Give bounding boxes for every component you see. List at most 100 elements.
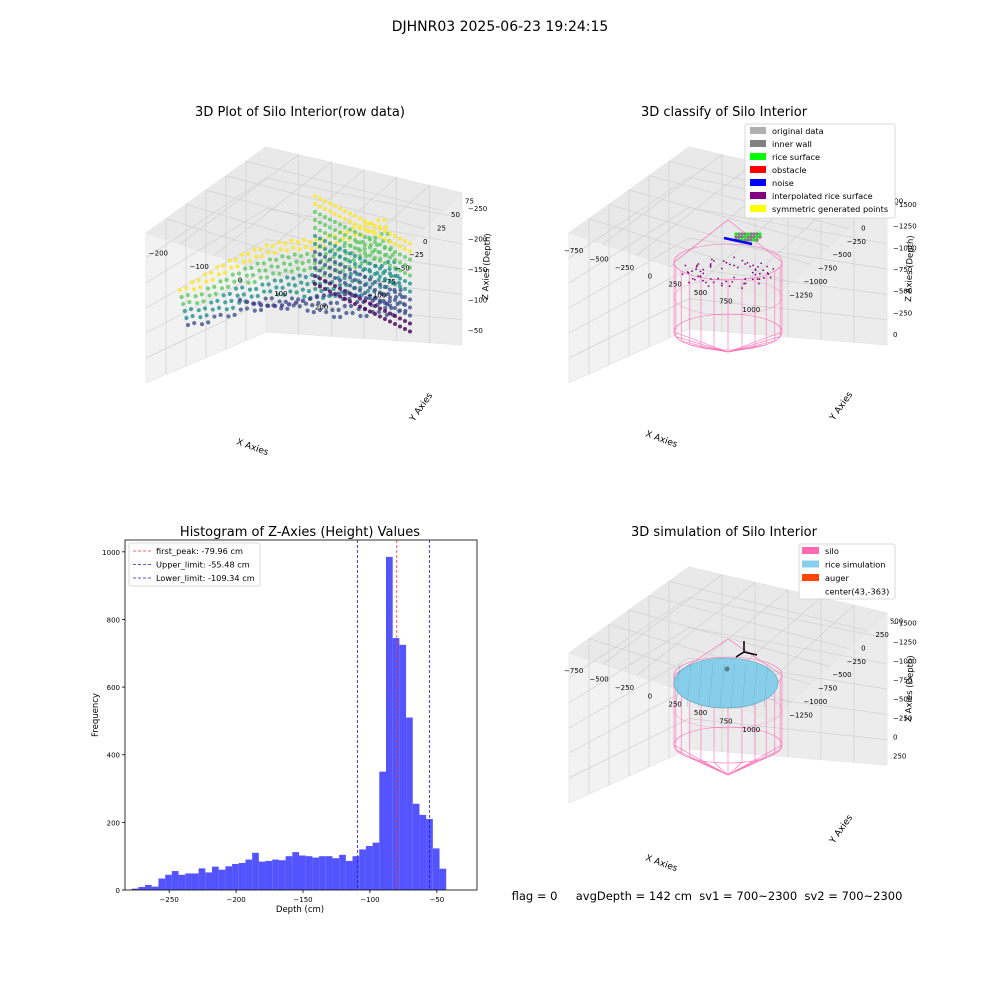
raw-data-point — [378, 258, 382, 263]
histogram-x-tick: −100 — [360, 896, 379, 904]
raw-data-point — [312, 260, 318, 266]
raw-data-point — [408, 313, 412, 318]
raw-data-point — [243, 266, 248, 271]
raw-data-point — [313, 274, 317, 278]
raw-data-point — [264, 275, 270, 280]
raw-data-point — [408, 305, 412, 310]
interpolated-surface-point — [772, 267, 775, 270]
raw-data-point — [268, 289, 273, 294]
raw-3d-grid-line — [145, 300, 463, 359]
interpolated-surface-point — [733, 264, 736, 267]
raw-data-point — [289, 238, 294, 243]
interpolated-surface-point — [709, 263, 712, 265]
histogram-bar — [191, 873, 199, 890]
histogram-title: Histogram of Z-Axies (Height) Values — [180, 525, 420, 540]
raw-data-point — [313, 242, 317, 246]
raw-data-point — [277, 271, 282, 276]
classify-3d-z-tick: −500 — [893, 288, 912, 296]
raw-data-point — [373, 235, 378, 241]
raw-data-point — [246, 280, 251, 285]
raw-data-point — [358, 304, 362, 309]
raw-data-point — [305, 282, 310, 287]
raw-data-point — [398, 324, 402, 329]
raw-data-point — [323, 263, 327, 267]
raw-data-point — [302, 294, 307, 299]
figure-suptitle: DJHNR03 2025-06-23 19:24:15 — [392, 19, 609, 35]
raw-data-point — [393, 298, 397, 302]
simulation-3d-y-tick: −1000 — [804, 698, 828, 706]
rice-mesh-line — [675, 663, 681, 708]
raw-data-point — [393, 242, 397, 246]
raw-data-point — [333, 244, 337, 248]
simulation-3d-z-tick: 250 — [893, 753, 906, 761]
raw-data-point — [408, 249, 412, 254]
raw-data-point — [318, 220, 322, 225]
rice-mesh-line — [763, 663, 769, 708]
raw-data-point — [345, 229, 350, 235]
raw-data-point — [222, 270, 228, 275]
raw-data-point — [212, 284, 217, 289]
raw-data-point — [283, 241, 288, 246]
histogram-legend-frame — [128, 542, 261, 587]
raw-data-point — [292, 283, 298, 288]
raw-data-point — [408, 273, 412, 278]
raw-data-point — [235, 264, 240, 269]
raw-data-point — [398, 284, 402, 289]
raw-data-point — [251, 301, 257, 306]
raw-data-point — [388, 287, 392, 292]
raw-data-point — [198, 285, 203, 290]
interpolated-surface-point — [720, 267, 723, 270]
histogram-bar — [285, 856, 293, 890]
histogram-bar — [292, 852, 299, 890]
raw-data-point — [358, 272, 362, 277]
raw-data-point — [353, 264, 358, 270]
raw-data-point — [230, 305, 236, 310]
simulation-3d-y-tick: −500 — [832, 671, 851, 679]
classified-point — [752, 235, 756, 239]
interpolated-surface-point — [710, 258, 713, 261]
histogram-bar — [312, 857, 320, 890]
raw-data-point — [313, 286, 318, 292]
classified-point — [752, 232, 756, 236]
simulation-silo-hopper-line — [675, 749, 729, 776]
simulation-3d-x-tick: 500 — [694, 709, 707, 717]
raw-data-point — [328, 217, 332, 222]
classified-point — [755, 232, 759, 236]
simulation-3d-z-tick: −1500 — [893, 620, 917, 628]
raw-data-point — [353, 246, 357, 250]
classify-3d-x-tick: 250 — [669, 281, 682, 289]
raw-data-point — [383, 261, 387, 265]
raw-data-point — [302, 268, 307, 273]
raw-data-point — [210, 277, 215, 282]
interpolated-surface-point — [728, 263, 731, 266]
raw-data-point — [323, 215, 327, 219]
raw-data-point — [209, 300, 214, 305]
raw-data-point — [269, 264, 274, 269]
classify-legend-swatch — [750, 205, 766, 212]
histogram-bar — [138, 886, 146, 890]
raw-data-point — [308, 239, 313, 245]
histogram-bar — [258, 861, 266, 890]
raw-data-point — [348, 259, 352, 264]
interpolated-surface-point — [746, 261, 749, 264]
simulation-3d-y-tick: 500 — [890, 618, 903, 626]
raw-data-point — [398, 244, 402, 249]
classify-3d-z-tick: 0 — [893, 331, 897, 339]
raw-data-point — [257, 268, 262, 273]
raw-data-point — [297, 273, 302, 278]
raw-data-point — [286, 302, 292, 307]
raw-data-point — [218, 312, 223, 317]
histogram-y-tick: 800 — [107, 616, 120, 624]
raw-data-point — [177, 287, 183, 293]
raw-data-point — [337, 282, 343, 288]
raw-data-point — [207, 293, 212, 298]
raw-data-point — [358, 232, 362, 237]
interpolated-surface-point — [758, 278, 761, 281]
raw-data-point — [185, 292, 190, 298]
raw-data-point — [338, 246, 342, 251]
raw-data-point — [324, 309, 329, 315]
histogram-x-tick: −250 — [160, 896, 179, 904]
raw-data-point — [316, 300, 321, 306]
interpolated-surface-point — [697, 263, 700, 265]
raw-data-point — [272, 303, 278, 309]
